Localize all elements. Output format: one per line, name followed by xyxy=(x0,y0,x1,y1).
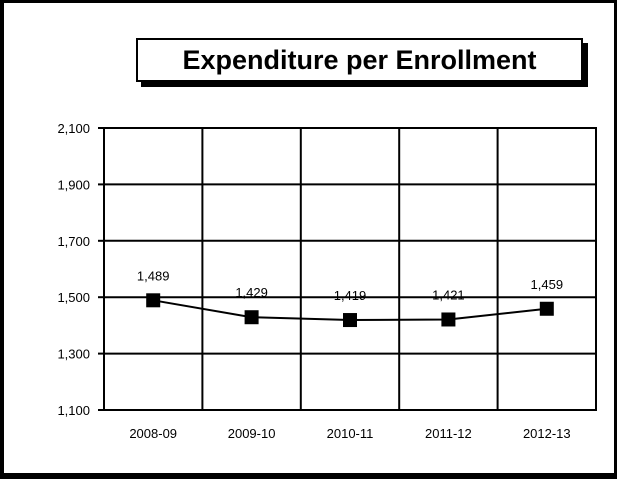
y-tick-label: 1,700 xyxy=(57,234,90,249)
chart-title: Expenditure per Enrollment xyxy=(182,44,537,75)
y-tick-label: 2,100 xyxy=(57,121,90,136)
vertical-gridlines xyxy=(201,128,499,410)
x-tick-label: 2011-12 xyxy=(425,426,472,441)
data-label: 1,421 xyxy=(432,287,465,302)
y-axis-ticks: 1,100 1,300 1,500 1,700 1,900 2,100 xyxy=(57,121,104,418)
y-tick-label: 1,300 xyxy=(57,347,90,362)
data-label: 1,419 xyxy=(334,288,367,303)
plot-area xyxy=(103,127,597,411)
x-tick-label: 2008-09 xyxy=(129,426,177,441)
data-point-marker xyxy=(146,293,161,308)
data-label: 1,429 xyxy=(235,285,268,300)
data-point-marker xyxy=(539,301,554,316)
x-tick-label: 2012-13 xyxy=(523,426,571,441)
data-label: 1,489 xyxy=(137,268,170,283)
y-tick-label: 1,900 xyxy=(57,177,90,192)
y-tick-label: 1,100 xyxy=(57,403,90,418)
series-markers xyxy=(146,293,554,328)
y-tick-label: 1,500 xyxy=(57,290,90,305)
data-point-marker xyxy=(441,312,456,327)
chart-title-box: Expenditure per Enrollment xyxy=(136,38,583,82)
x-axis-ticks: 2008-09 2009-10 2010-11 2011-12 2012-13 xyxy=(129,426,570,441)
x-tick-label: 2010-11 xyxy=(327,426,374,441)
data-label: 1,459 xyxy=(531,277,564,292)
horizontal-gridlines xyxy=(104,183,596,355)
data-point-marker xyxy=(244,310,259,325)
data-labels: 1,489 1,429 1,419 1,421 1,459 xyxy=(137,268,563,303)
x-tick-label: 2009-10 xyxy=(228,426,276,441)
data-point-marker xyxy=(343,313,357,328)
